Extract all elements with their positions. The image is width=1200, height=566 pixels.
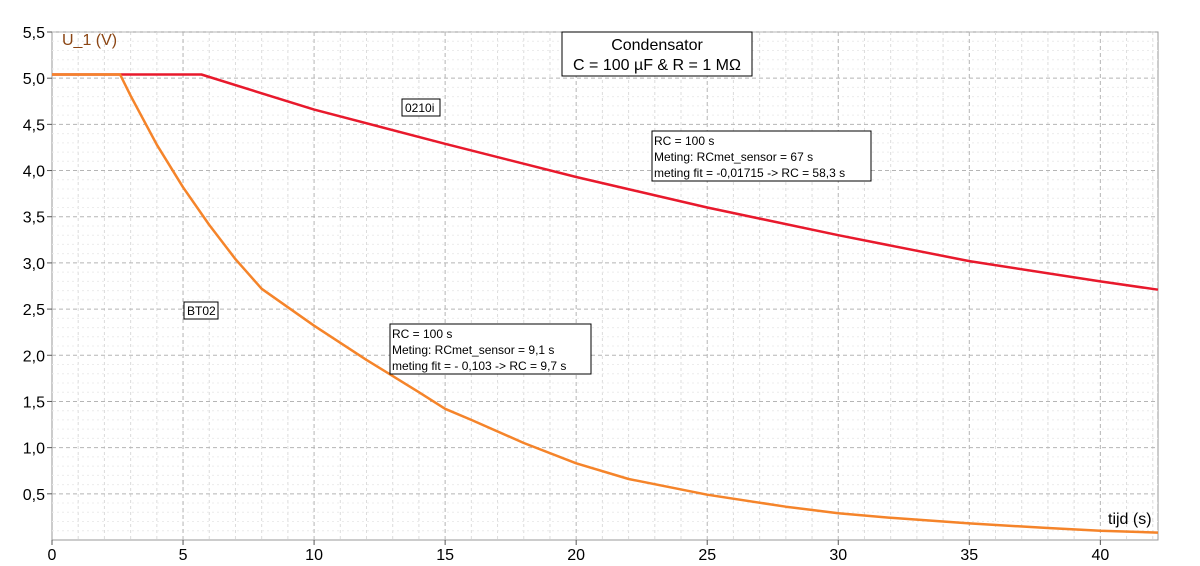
x-tick-label: 10	[305, 547, 323, 564]
series-label-bt02-text: BT02	[187, 304, 216, 318]
series-line-0210i	[52, 73, 1159, 291]
series-label-0210i-text: 0210i	[405, 101, 434, 115]
annotation-box-red: RC = 100 s Meting: RCmet_sensor = 67 s m…	[651, 130, 872, 182]
y-tick-label: 2,0	[23, 348, 45, 365]
grid	[52, 31, 1158, 540]
chart-title-box: Condensator C = 100 µF & R = 1 MΩ	[561, 31, 753, 77]
x-tick-label: 20	[567, 547, 585, 564]
x-tick-label: 15	[436, 547, 454, 564]
annotation-orange-line-2: Meting: RCmet_sensor = 9,1 s	[392, 343, 554, 357]
x-tick-label: 25	[698, 547, 716, 564]
y-tick-label: 5,0	[23, 71, 45, 88]
series-line-bt02	[52, 73, 1159, 534]
y-tick-label: 1,5	[23, 394, 45, 411]
x-tick-label: 35	[960, 547, 978, 564]
y-tick-label: 2,5	[23, 302, 45, 319]
annotation-orange-line-1: RC = 100 s	[392, 327, 452, 341]
chart-title-line-2: C = 100 µF & R = 1 MΩ	[573, 57, 741, 74]
series-label-bt02: BT02	[183, 301, 219, 320]
annotation-red-line-3: meting fit = -0,01715 -> RC = 58,3 s	[654, 166, 845, 180]
x-axis: 0 5 10 15 20 25 30 35 40	[48, 540, 1109, 564]
y-tick-label: 1,0	[23, 441, 45, 458]
y-tick-label: 4,0	[23, 164, 45, 181]
annotation-red-line-2: Meting: RCmet_sensor = 67 s	[654, 150, 813, 164]
y-axis: 0,5 1,0 1,5 2,0 2,5 3,0 3,5 4,0 4,5 5,0 5,5	[23, 25, 52, 504]
series-group	[52, 73, 1159, 534]
y-tick-label: 4,5	[23, 117, 45, 134]
annotation-orange-line-3: meting fit = - 0,103 -> RC = 9,7 s	[392, 359, 566, 373]
x-axis-label: tijd (s)	[1108, 511, 1152, 528]
y-tick-label: 0,5	[23, 487, 45, 504]
x-tick-label: 5	[179, 547, 188, 564]
x-tick-label: 0	[48, 547, 57, 564]
annotation-box-orange: RC = 100 s Meting: RCmet_sensor = 9,1 s …	[389, 323, 592, 375]
y-tick-label: 3,5	[23, 210, 45, 227]
series-label-0210i: 0210i	[401, 98, 441, 117]
y-axis-label: U_1 (V)	[62, 32, 117, 49]
plot-area	[51, 31, 1159, 541]
chart-title-line-1: Condensator	[611, 37, 703, 54]
x-tick-label: 30	[829, 547, 847, 564]
annotation-red-line-1: RC = 100 s	[654, 134, 714, 148]
y-tick-label: 5,5	[23, 25, 45, 42]
y-tick-label: 3,0	[23, 256, 45, 273]
x-tick-label: 40	[1091, 547, 1109, 564]
